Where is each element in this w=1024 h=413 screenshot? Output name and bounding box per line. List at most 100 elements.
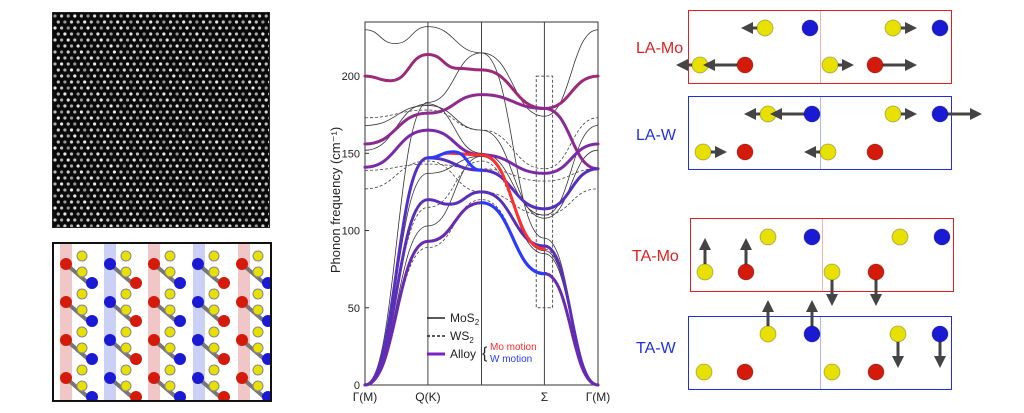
stem-atom-dot <box>208 20 212 24</box>
stem-atom-dot <box>254 200 258 204</box>
sulfur-atom <box>252 304 264 316</box>
stem-atom-dot <box>244 38 248 42</box>
stem-atom-dot <box>254 164 258 168</box>
stem-atom-dot <box>238 26 242 30</box>
stem-atom-dot <box>93 38 97 42</box>
stem-atom-dot <box>102 140 107 144</box>
stem-atom-dot <box>69 32 74 36</box>
stem-atom-dot <box>142 68 146 72</box>
metal-atom <box>192 372 204 384</box>
stem-atom-dot <box>185 170 189 174</box>
stem-atom-dot <box>195 104 199 108</box>
stem-atom-dot <box>211 146 215 150</box>
stem-atom-dot <box>178 86 182 90</box>
stem-atom-dot <box>201 68 206 72</box>
band-alloy <box>363 93 600 171</box>
stem-atom-dot <box>119 158 123 162</box>
stem-atom-dot <box>261 92 265 96</box>
stem-atom-dot <box>56 44 60 48</box>
stem-atom-dot <box>83 20 87 24</box>
stem-atom-dot <box>211 110 215 114</box>
stem-atom-dot <box>267 116 272 120</box>
sulfur-atom <box>208 250 220 262</box>
stem-atom-dot <box>86 38 90 42</box>
stem-atom-dot <box>63 56 67 60</box>
stem-atom-dot <box>126 218 130 222</box>
stem-atom-dot <box>215 20 219 24</box>
stem-atom-dot <box>56 140 60 144</box>
stem-atom-dot <box>182 80 186 84</box>
stem-atom-dot <box>122 224 126 228</box>
stem-atom-dot <box>168 140 173 144</box>
stem-atom-dot <box>145 206 149 210</box>
stem-atom-dot <box>129 44 133 48</box>
stem-atom-dot <box>162 200 166 204</box>
y-tick-label: 0 <box>354 380 360 392</box>
stem-atom-dot <box>122 152 126 156</box>
stem-atom-dot <box>198 86 202 90</box>
band-ws2 <box>364 109 599 170</box>
stem-atom-dot <box>267 140 272 144</box>
stem-atom-dot <box>106 158 110 162</box>
stem-atom-dot <box>195 56 199 60</box>
metal-atom <box>148 296 160 308</box>
stem-atom-dot <box>258 86 262 90</box>
stem-atom-dot <box>182 200 186 204</box>
stem-atom-dot <box>73 218 77 222</box>
stem-atom-dot <box>56 200 60 204</box>
stem-atom-dot <box>185 134 189 138</box>
stem-atom-dot <box>106 74 110 78</box>
stem-atom-dot <box>73 194 77 198</box>
stem-atom-dot <box>142 212 146 216</box>
stem-atom-dot <box>122 20 126 24</box>
stem-atom-dot <box>218 206 222 210</box>
stem-atom-dot <box>122 104 126 108</box>
stem-atom-dot <box>198 146 202 150</box>
stem-atom-dot <box>251 146 255 150</box>
stem-atom-dot <box>241 164 245 168</box>
stem-atom-dot <box>218 194 222 198</box>
stem-atom-dot <box>73 62 77 66</box>
stem-atom-dot <box>53 50 57 54</box>
stem-atom-dot <box>234 44 239 48</box>
stem-atom-dot <box>60 74 64 78</box>
stem-atom-dot <box>53 206 57 210</box>
stem-atom-dot <box>234 224 239 228</box>
stem-atom-dot <box>86 74 90 78</box>
stem-atom-dot <box>168 44 173 48</box>
stem-atom-dot <box>96 200 100 204</box>
legend-label: Alloy <box>450 347 476 361</box>
y-tick-label: 100 <box>342 226 360 238</box>
stem-atom-dot <box>129 92 133 96</box>
stem-atom-dot <box>211 194 215 198</box>
metal-atom <box>236 372 248 384</box>
stem-atom-dot <box>155 92 159 96</box>
stem-atom-dot <box>251 110 255 114</box>
stem-atom-dot <box>248 140 252 144</box>
stem-atom-dot <box>73 50 77 54</box>
stem-atom-dot <box>168 92 173 96</box>
stem-atom-dot <box>231 110 235 114</box>
stem-atom-dot <box>149 104 153 108</box>
legend-label: WS2 <box>450 329 474 345</box>
stem-atom-dot <box>119 26 123 30</box>
stem-atom-dot <box>102 104 107 108</box>
band-mos2 <box>364 52 599 386</box>
stem-atom-dot <box>165 134 169 138</box>
sulfur-atom <box>208 342 220 354</box>
sulfur-atom <box>164 342 176 354</box>
stem-atom-dot <box>254 224 258 228</box>
stem-atom-dot <box>89 200 93 204</box>
stem-atom-dot <box>231 182 235 186</box>
stem-atom-dot <box>178 206 182 210</box>
stem-atom-dot <box>66 98 70 102</box>
stem-atom-dot <box>185 38 189 42</box>
stem-atom-dot <box>201 80 206 84</box>
stem-atom-dot <box>264 98 268 102</box>
stem-atom-dot <box>79 122 83 126</box>
stem-atom-dot <box>159 62 163 66</box>
stem-atom-dot <box>258 182 262 186</box>
stem-atom-dot <box>76 164 80 168</box>
stem-atom-dot <box>73 146 77 150</box>
mode-label: LA-W <box>636 127 676 144</box>
